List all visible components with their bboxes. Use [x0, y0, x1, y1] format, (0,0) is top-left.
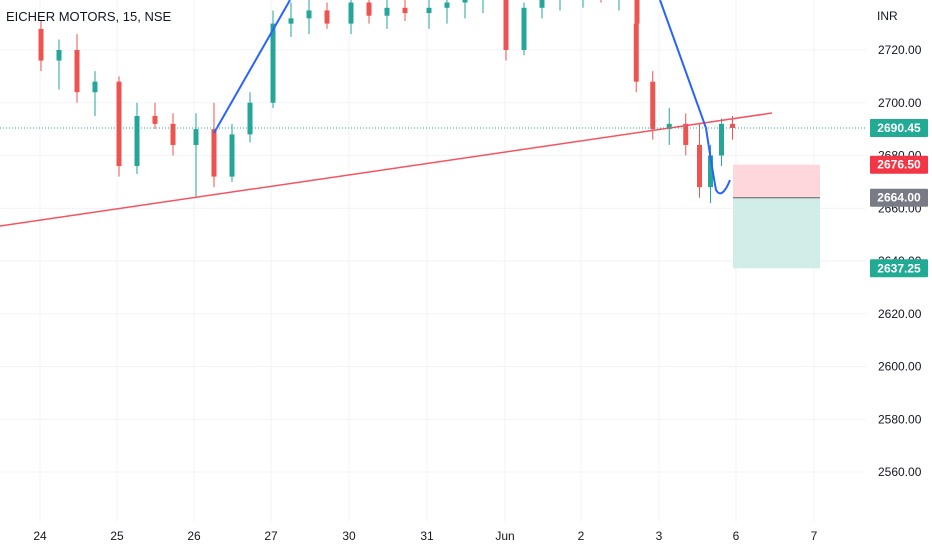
symbol-title: EICHER MOTORS, 15, NSE: [6, 9, 172, 24]
candle-body: [521, 7, 527, 51]
candle-body: [708, 155, 713, 188]
candle-body: [697, 144, 702, 188]
candle-body: [366, 2, 372, 16]
x-tick-label: 27: [264, 529, 278, 543]
stop-loss-zone: [733, 164, 820, 198]
x-tick-label: 6: [733, 529, 740, 543]
candle-body: [539, 0, 545, 8]
candle-body: [288, 18, 294, 24]
candle-body: [426, 7, 432, 14]
entry-tag-bg: [870, 188, 928, 207]
candle-body: [74, 50, 80, 93]
y-tick-label: 2560.00: [878, 465, 922, 479]
y-tick-label: 2620.00: [878, 307, 922, 321]
x-tick-label: Jun: [495, 529, 514, 543]
x-tick-label: 3: [656, 529, 663, 543]
x-tick-label: 25: [110, 529, 124, 543]
drawing-layer: [0, 0, 866, 227]
candle-body: [650, 81, 656, 130]
y-tick-label: 2700.00: [878, 96, 922, 110]
candle-body: [462, 0, 468, 3]
candle-body: [247, 102, 253, 135]
price-tags: 2690.45 2676.50 2664.00 2637.25: [870, 118, 928, 278]
target-tag-bg: [870, 259, 928, 278]
last-price-tag-text: 2690.45: [877, 121, 921, 135]
candle-body: [211, 129, 217, 177]
candle-body: [92, 81, 98, 93]
x-tick-label: 26: [187, 529, 201, 543]
currency-label: INR: [877, 9, 898, 23]
candle-body: [683, 123, 689, 145]
candle-body: [229, 134, 235, 177]
x-tick-label: 24: [33, 529, 47, 543]
candle-body: [719, 123, 724, 156]
candle-body: [193, 129, 199, 145]
entry-tag-text: 2664.00: [877, 191, 921, 205]
x-tick-label: 31: [420, 529, 434, 543]
position-zones: [733, 164, 820, 269]
support-trendline: [0, 112, 773, 227]
candle-body: [348, 2, 354, 24]
candle-body: [384, 7, 390, 16]
candle-body: [38, 28, 44, 61]
candle-body: [170, 123, 176, 145]
candle-body: [633, 23, 639, 82]
stop-tag-text: 2676.50: [877, 158, 921, 172]
target-tag-text: 2637.25: [877, 261, 921, 275]
y-tick-label: 2720.00: [878, 43, 922, 57]
candle-body: [444, 2, 450, 8]
cup-curve: [659, 0, 731, 195]
stop-tag-bg: [870, 155, 928, 174]
candle-body: [503, 0, 509, 51]
y-tick-label: 2600.00: [878, 360, 922, 374]
last-price-tag-bg: [870, 118, 928, 137]
y-tick-label: 2580.00: [878, 412, 922, 426]
candle-body: [634, 0, 640, 24]
candle-body: [306, 10, 312, 19]
candle-body: [116, 81, 122, 167]
candle-body: [134, 115, 140, 167]
candle-body: [270, 23, 276, 103]
candle-body: [56, 50, 62, 61]
candle-body: [324, 10, 330, 24]
take-profit-zone: [733, 197, 820, 269]
x-tick-label: 30: [342, 529, 356, 543]
candle-body: [152, 115, 158, 124]
rise-curve: [213, 0, 291, 134]
candle-body: [730, 123, 735, 128]
candle-layer: [38, 0, 735, 203]
x-tick-label: 2: [578, 529, 585, 543]
candle-body: [402, 7, 408, 14]
x-tick-label: 7: [811, 529, 818, 543]
candle-body: [666, 123, 672, 130]
axis-layer: 2720.002700.002680.002660.002640.002620.…: [33, 43, 921, 543]
